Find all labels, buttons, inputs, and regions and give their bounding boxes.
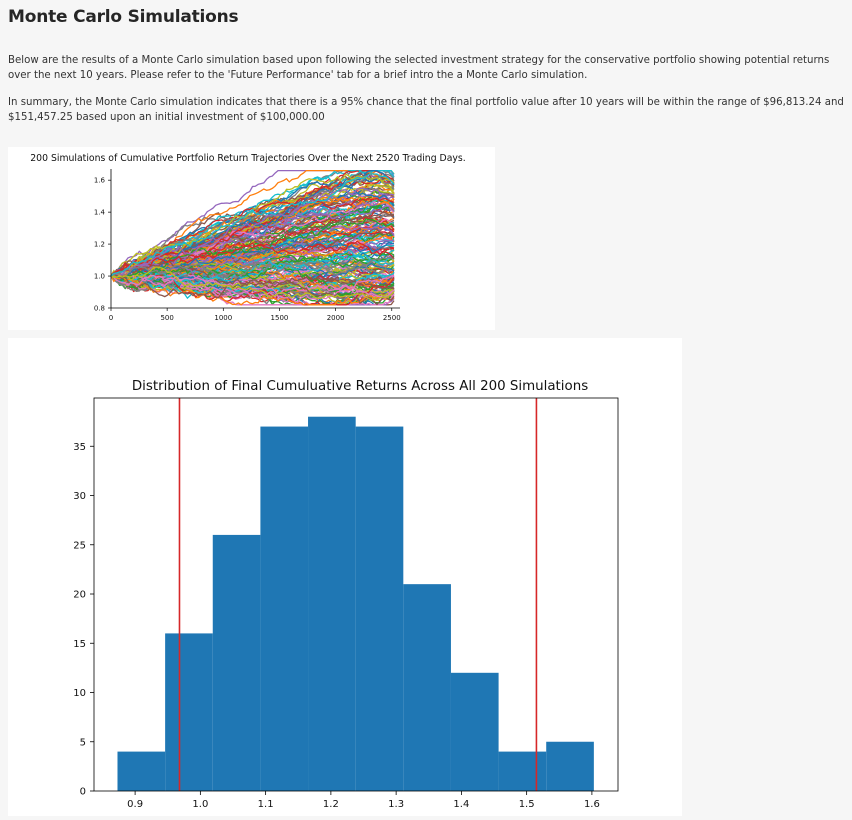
histogram-bar: [498, 751, 547, 791]
x-tick-label: 1.4: [453, 799, 469, 810]
page-title: Monte Carlo Simulations: [8, 7, 239, 27]
trajectory-axes: 0 500 1000 1500 2000 2500 0.8 1.0 1.2 1.4 1.6: [94, 169, 401, 322]
x-tick-label: 0: [109, 314, 113, 322]
summary-paragraph: In summary, the Monte Carlo simulation i…: [8, 97, 844, 123]
trajectory-line: [110, 274, 395, 303]
histogram-bar: [403, 584, 451, 791]
histogram-bar: [308, 416, 356, 791]
y-tick-label: 30: [73, 491, 86, 502]
trajectory-line: [110, 224, 395, 277]
x-tick-label: 2500: [383, 314, 401, 322]
x-tick-label: 1.1: [258, 799, 274, 810]
trajectory-line: [110, 187, 395, 277]
x-tick-label: 0.9: [127, 799, 143, 810]
histogram-bar: [260, 426, 309, 791]
trajectory-lines: [110, 169, 395, 306]
y-tick-label: 1.4: [94, 209, 106, 217]
histogram-bar: [117, 751, 166, 791]
y-tick-label: 0.8: [94, 305, 105, 313]
y-tick-label: 0: [80, 787, 86, 798]
y-tick-label: 10: [73, 688, 86, 699]
histogram-bars: [117, 416, 594, 791]
y-tick-label: 5: [80, 737, 86, 748]
trajectory-line: [110, 249, 395, 287]
plot-frame: [93, 397, 619, 792]
trajectories-chart: 200 Simulations of Cumulative Portfolio …: [8, 147, 495, 330]
trajectory-line: [110, 173, 395, 277]
y-tick-label: 1.0: [94, 273, 105, 281]
y-tick-label: 35: [73, 442, 86, 453]
trajectory-line: [110, 240, 395, 277]
trajectory-line: [110, 222, 395, 283]
intro-paragraph: Below are the results of a Monte Carlo s…: [8, 55, 830, 81]
y-tick-label: 1.6: [94, 177, 106, 185]
x-tick-label: 1500: [271, 314, 289, 322]
histogram-bar: [212, 534, 261, 791]
trajectory-line: [110, 219, 395, 277]
histogram-bar: [450, 672, 499, 791]
trajectory-line: [110, 194, 395, 277]
histogram-chart: Distribution of Final Cumuluative Return…: [8, 338, 682, 816]
trajectory-line: [110, 256, 395, 279]
x-tick-label: 1.2: [323, 799, 339, 810]
histogram-chart-title: Distribution of Final Cumuluative Return…: [132, 379, 588, 394]
histogram-axes: 0.9 1.0 1.1 1.2 1.3 1.4 1.5 1.6 0 5 10 15 20 25 30 35: [73, 397, 619, 810]
x-tick-label: 1000: [214, 314, 232, 322]
trajectory-line: [110, 169, 395, 277]
histogram-chart-svg: Distribution of Final Cumuluative Return…: [73, 379, 619, 810]
y-tick-label: 25: [73, 540, 86, 551]
y-tick-label: 15: [73, 639, 86, 650]
histogram-bar: [165, 633, 213, 791]
x-tick-label: 1.6: [584, 799, 600, 810]
x-tick-label: 1.0: [192, 799, 208, 810]
y-tick-label: 1.2: [94, 241, 105, 249]
x-tick-label: 1.3: [388, 799, 404, 810]
trajectories-chart-svg: 200 Simulations of Cumulative Portfolio …: [30, 153, 465, 322]
trajectories-chart-title: 200 Simulations of Cumulative Portfolio …: [30, 153, 465, 164]
confidence-lines: [178, 398, 538, 791]
trajectory-line: [110, 252, 395, 283]
x-tick-label: 2000: [327, 314, 345, 322]
trajectory-line: [110, 249, 395, 280]
x-tick-label: 500: [160, 314, 173, 322]
trajectory-line: [110, 269, 395, 299]
x-tick-label: 1.5: [519, 799, 535, 810]
trajectory-line: [110, 275, 395, 306]
trajectory-line: [110, 266, 395, 302]
y-tick-label: 20: [73, 590, 86, 601]
trajectory-line: [110, 260, 395, 290]
histogram-bar: [355, 426, 404, 791]
histogram-bar: [546, 741, 594, 791]
